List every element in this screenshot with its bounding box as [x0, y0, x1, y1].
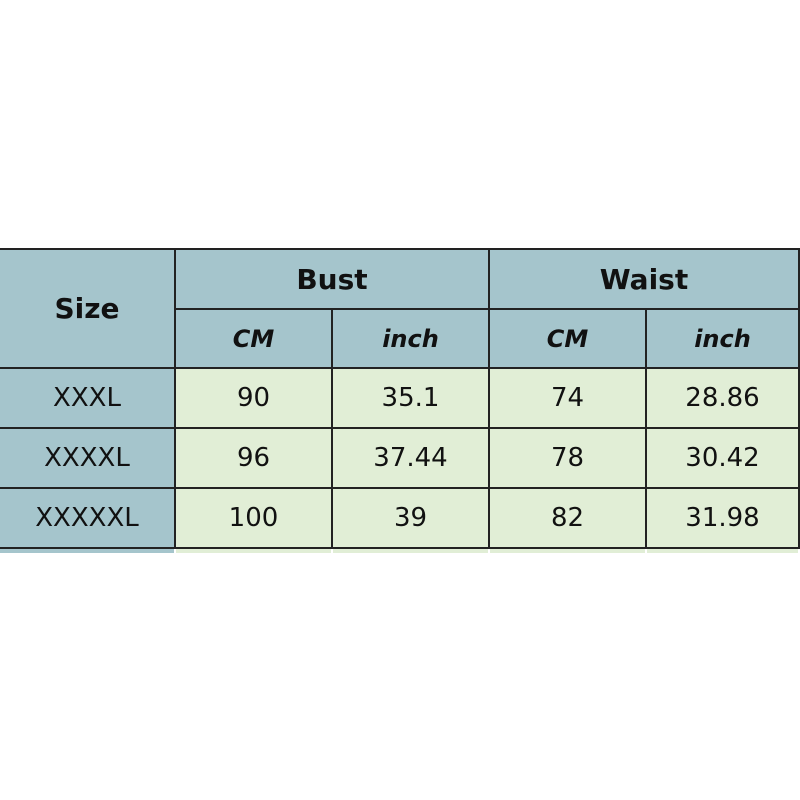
- unit-header-text: inch: [382, 324, 439, 353]
- table-bottom-strip: [647, 549, 798, 553]
- value-cell: 100: [176, 489, 333, 549]
- size-header: Size: [0, 250, 176, 369]
- unit-header-text: CM: [232, 324, 275, 353]
- value-cell-text: 30.42: [685, 443, 760, 473]
- value-cell-text: 82: [550, 503, 585, 533]
- value-cell: 90: [176, 369, 333, 429]
- value-cell-text: 37.44: [373, 443, 448, 473]
- value-cell: 78: [490, 429, 647, 489]
- value-cell-text: 31.98: [685, 503, 760, 533]
- value-cell: 30.42: [647, 429, 800, 489]
- table-bottom-strip: [176, 549, 331, 553]
- value-cell-text: 35.1: [381, 383, 440, 413]
- table-bottom-strip: [333, 549, 488, 553]
- table-bottom-strip: [0, 549, 174, 553]
- size-cell-text: XXXXXL: [35, 503, 139, 533]
- size-cell-text: XXXXL: [44, 443, 130, 473]
- size-cell: XXXXXL: [0, 489, 176, 549]
- unit-header: CM: [490, 310, 647, 369]
- unit-header-text: CM: [546, 324, 589, 353]
- value-cell-text: 96: [236, 443, 271, 473]
- value-cell: 35.1: [333, 369, 490, 429]
- bust-header-text: Bust: [296, 262, 368, 296]
- value-cell: 96: [176, 429, 333, 489]
- unit-header-text: inch: [694, 324, 751, 353]
- size-cell: XXXXL: [0, 429, 176, 489]
- value-cell-text: 28.86: [685, 383, 760, 413]
- waist-header: Waist: [490, 250, 800, 310]
- value-cell-text: 100: [228, 503, 279, 533]
- unit-header: CM: [176, 310, 333, 369]
- value-cell-text: 78: [550, 443, 585, 473]
- value-cell-text: 90: [236, 383, 271, 413]
- bust-header: Bust: [176, 250, 490, 310]
- size-header-text: Size: [54, 292, 120, 325]
- value-cell-text: 39: [393, 503, 428, 533]
- waist-header-text: Waist: [599, 262, 689, 296]
- table-top-border: [0, 248, 800, 250]
- value-cell: 28.86: [647, 369, 800, 429]
- value-cell: 37.44: [333, 429, 490, 489]
- value-cell: 82: [490, 489, 647, 549]
- unit-header: inch: [647, 310, 800, 369]
- value-cell-text: 74: [550, 383, 585, 413]
- value-cell: 74: [490, 369, 647, 429]
- value-cell: 31.98: [647, 489, 800, 549]
- size-cell: XXXL: [0, 369, 176, 429]
- size-cell-text: XXXL: [53, 383, 121, 413]
- table-bottom-strip: [490, 549, 645, 553]
- unit-header: inch: [333, 310, 490, 369]
- value-cell: 39: [333, 489, 490, 549]
